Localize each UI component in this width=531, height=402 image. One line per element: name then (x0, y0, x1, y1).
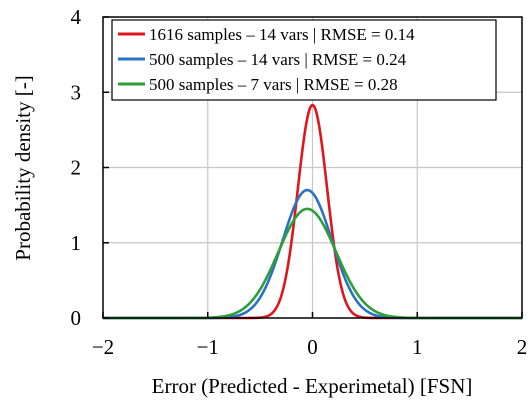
x-tick-label: 0 (307, 335, 318, 359)
x-tick-label: −1 (197, 335, 219, 359)
legend-label-2: 500 samples – 14 vars | RMSE = 0.24 (149, 50, 407, 69)
y-tick-label: 4 (71, 5, 82, 29)
y-axis-title: Probability density [-] (11, 75, 35, 260)
x-tick-label: 1 (412, 335, 423, 359)
y-tick-label: 3 (71, 80, 82, 104)
legend-box (111, 19, 497, 101)
legend-label-1: 1616 samples – 14 vars | RMSE = 0.14 (149, 25, 415, 44)
legend-label-3: 500 samples – 7 vars | RMSE = 0.28 (149, 75, 398, 94)
y-tick-label: 1 (71, 231, 82, 255)
x-tick-label: −2 (92, 335, 114, 359)
x-tick-label: 2 (517, 335, 528, 359)
y-tick-label: 0 (71, 306, 82, 330)
x-axis-title: Error (Predicted - Experimetal) [FSN] (152, 374, 473, 398)
ticks: −2 −1 0 1 2 0 1 2 3 4 (71, 5, 528, 359)
y-tick-label: 2 (71, 156, 82, 180)
legend: 1616 samples – 14 vars | RMSE = 0.14 500 … (111, 19, 497, 101)
